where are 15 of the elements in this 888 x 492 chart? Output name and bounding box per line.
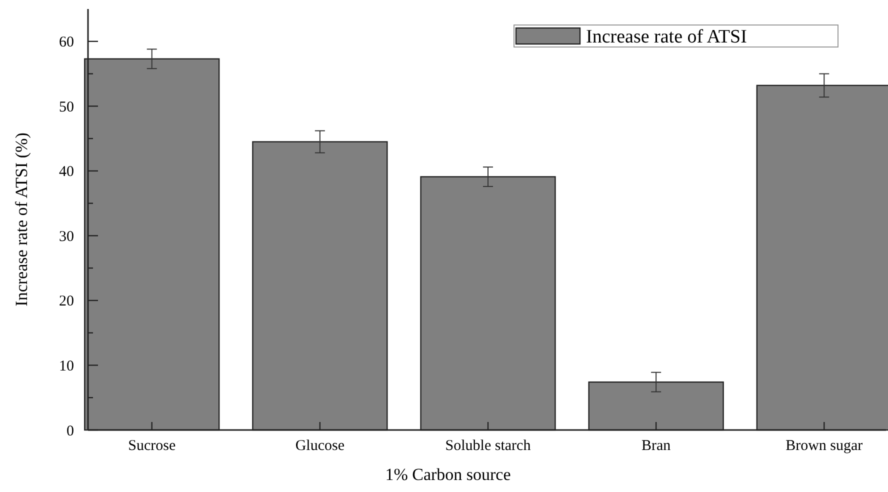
x-tick-label: Brown sugar [786,438,863,454]
y-tick-label: 30 [59,228,74,245]
y-tick-label: 40 [59,164,74,180]
y-tick-label: 20 [59,294,74,310]
x-tick-label: Bran [641,438,672,454]
y-tick-label: 0 [66,423,74,440]
x-axis-title: 1% Carbon source [385,465,511,484]
y-tick-label: 10 [59,358,74,374]
x-tick-label: Soluble starch [445,438,532,454]
y-tick-label: 50 [59,99,74,116]
x-tick-label: Sucrose [128,438,176,454]
x-tick-label: Glucose [295,438,345,454]
y-axis-title: Increase rate of ATSI (%) [12,132,31,306]
legend-label: Increase rate of ATSI [586,26,747,48]
y-tick-label: 60 [59,34,74,51]
